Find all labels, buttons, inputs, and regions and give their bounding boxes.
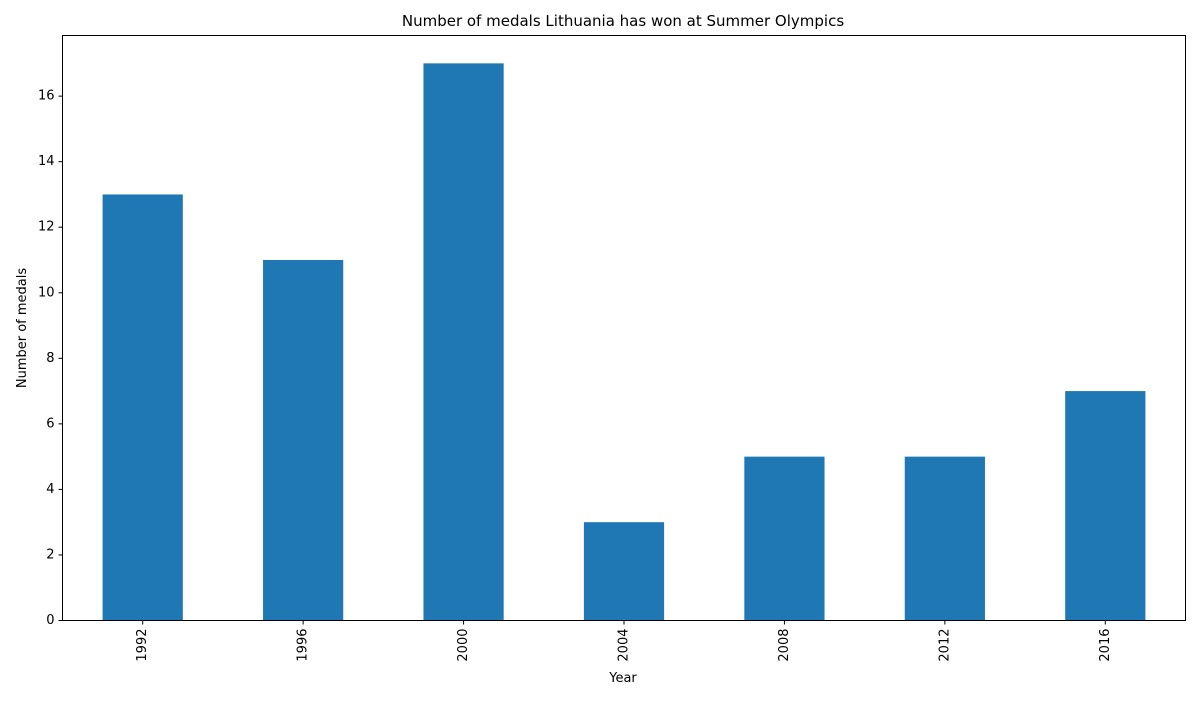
chart-title: Number of medals Lithuania has won at Su…: [402, 12, 844, 30]
x-tick-label: 2016: [1098, 629, 1113, 662]
x-tick-label: 2012: [937, 629, 952, 662]
x-tick-label: 2008: [777, 629, 792, 662]
bar-2008: [744, 456, 825, 621]
y-tick-label: 8: [46, 351, 54, 366]
bar-1992: [102, 194, 183, 621]
bar-2000: [423, 63, 504, 621]
y-axis-label: Number of medals: [15, 268, 30, 389]
y-tick-label: 10: [38, 285, 55, 300]
x-tick-label: 1996: [296, 629, 311, 662]
y-tick-label: 0: [46, 613, 54, 628]
bar-2004: [583, 522, 665, 621]
y-tick-label: 12: [38, 220, 55, 235]
y-tick-label: 6: [46, 416, 54, 431]
x-axis-label: Year: [608, 671, 637, 686]
y-tick-label: 14: [38, 154, 55, 169]
plot-area-frame: [62, 35, 1186, 621]
y-tick-label: 2: [46, 547, 54, 562]
x-tick-label: 1992: [135, 629, 150, 662]
y-tick-label: 16: [38, 89, 55, 104]
bar-1996: [263, 259, 344, 621]
x-tick-label: 2000: [456, 629, 471, 662]
bar-2012: [904, 456, 985, 621]
x-axis-ticks: 1992 1996 2000 2004 2008 2012 2016: [135, 620, 1113, 662]
x-tick-label: 2004: [617, 629, 632, 662]
y-tick-label: 4: [46, 482, 54, 497]
bars-group: [102, 63, 1146, 621]
y-axis-ticks: 0 2 4 6 8 10 12 14 16: [38, 89, 63, 628]
bar-2016: [1065, 391, 1146, 621]
